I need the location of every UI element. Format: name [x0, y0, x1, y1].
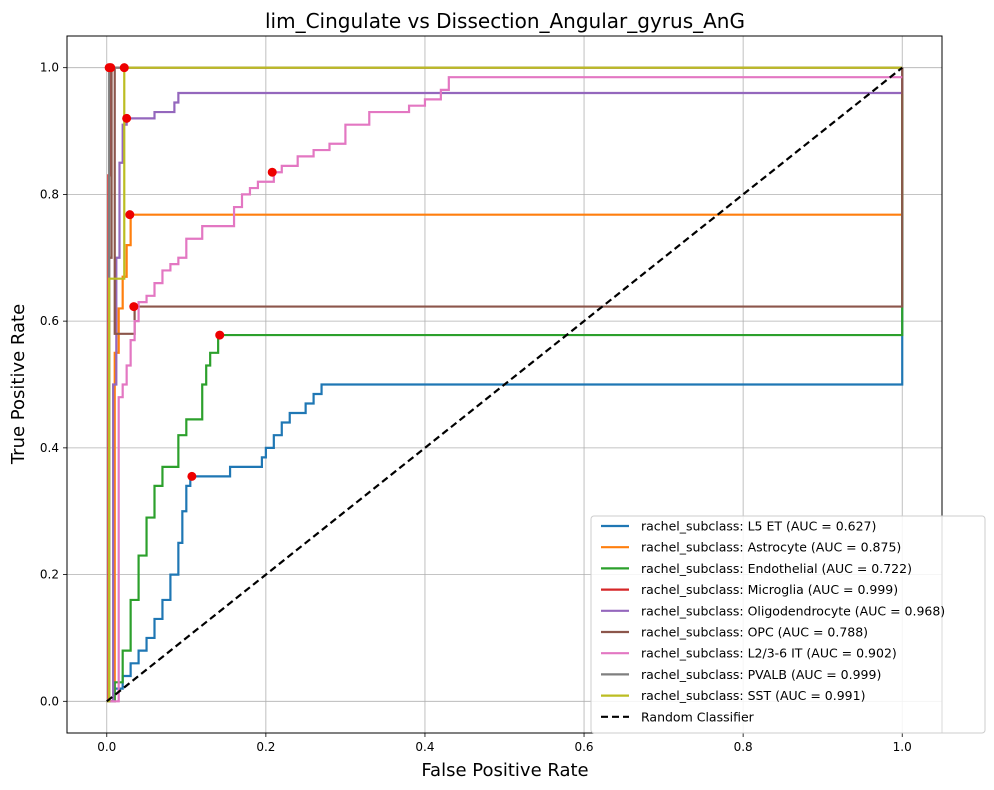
y-tick-label: 0.0: [40, 694, 59, 708]
legend: rachel_subclass: L5 ET (AUC = 0.627) rach…: [590, 515, 986, 734]
plot-frame: [66, 35, 943, 734]
y-tick-label: 0.6: [40, 314, 59, 328]
roc-curve-4: [106, 67, 904, 703]
x-tick-label: 1.0: [893, 740, 912, 754]
legend-box: [590, 515, 986, 734]
legend-entry-label: rachel_subclass: OPC (AUC = 0.788): [641, 625, 868, 640]
optimal-threshold-point: [215, 330, 225, 340]
optimal-threshold-point: [125, 210, 135, 220]
y-tick-label: 0.8: [40, 187, 59, 201]
legend-entry-label: rachel_subclass: Endothelial (AUC = 0.72…: [641, 561, 912, 576]
legend-entry-label: Random Classifier: [641, 709, 755, 724]
x-tick-label: 0.0: [97, 740, 116, 754]
legend-entry-label: rachel_subclass: Astrocyte (AUC = 0.875): [641, 540, 901, 555]
legend-entry-label: rachel_subclass: SST (AUC = 0.991): [641, 688, 865, 703]
optimal-threshold-point: [119, 63, 129, 73]
y-tick-label: 0.4: [40, 441, 59, 455]
legend-entry-label: rachel_subclass: Oligodendrocyte (AUC = …: [641, 603, 945, 618]
optimal-threshold-point: [122, 113, 132, 123]
roc-curve-0: [106, 67, 904, 703]
optimal-threshold-point: [104, 63, 114, 73]
plot-area: [104, 63, 904, 703]
roc-curve-9: [106, 66, 903, 703]
x-tick-label: 0.8: [734, 740, 753, 754]
legend-entry-label: rachel_subclass: L2/3-6 IT (AUC = 0.902): [641, 646, 897, 661]
legend-entry-label: rachel_subclass: L5 ET (AUC = 0.627): [641, 519, 876, 534]
optimal-threshold-point: [187, 471, 197, 481]
x-axis-label: False Positive Rate: [421, 760, 588, 781]
legend-entry-label: rachel_subclass: Microglia (AUC = 0.999): [641, 582, 898, 597]
legend-entry-label: rachel_subclass: PVALB (AUC = 0.999): [641, 667, 881, 682]
chart-title: lim_Cingulate vs Dissection_Angular_gyru…: [265, 9, 745, 33]
optimal-threshold-point: [267, 167, 277, 177]
axis-ticks: 0.0 0.2 0.4 0.6 0.8 1.0 0.0 0.2 0.4 0.6 0.8 1.0: [40, 61, 912, 754]
optimal-threshold-point: [129, 302, 139, 312]
y-axis-label: True Positive Rate: [8, 304, 29, 465]
roc-curve-6: [106, 76, 903, 703]
roc-curve-2: [106, 67, 904, 703]
y-tick-label: 1.0: [40, 61, 59, 75]
x-tick-label: 0.4: [415, 740, 434, 754]
x-tick-label: 0.2: [256, 740, 275, 754]
y-tick-label: 0.2: [40, 568, 59, 582]
x-tick-label: 0.6: [574, 740, 593, 754]
